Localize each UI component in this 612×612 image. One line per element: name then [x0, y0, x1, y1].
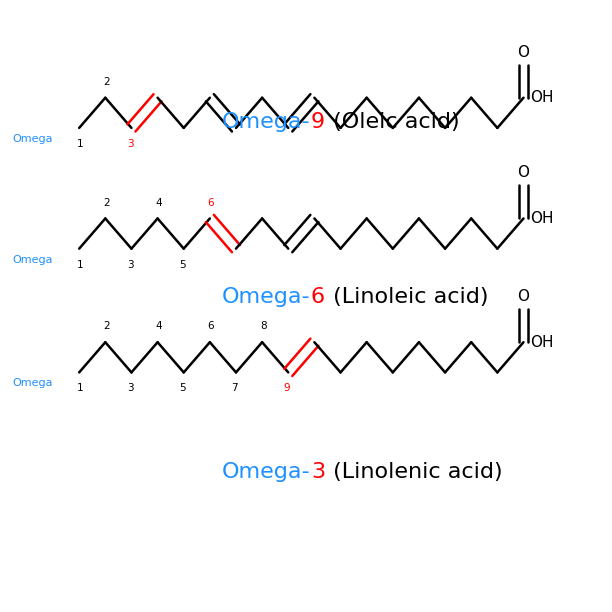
Text: (Linolenic acid): (Linolenic acid)	[326, 462, 502, 482]
Text: 2: 2	[103, 77, 110, 87]
Text: O: O	[518, 45, 529, 60]
Text: 5: 5	[179, 383, 186, 394]
Text: Omega: Omega	[12, 255, 53, 264]
Text: (Oleic acid): (Oleic acid)	[326, 112, 460, 132]
Text: Omega-: Omega-	[222, 112, 311, 132]
Text: 6: 6	[207, 321, 214, 331]
Text: 6: 6	[207, 198, 214, 207]
Text: 2: 2	[103, 198, 110, 207]
Text: 3: 3	[127, 139, 133, 149]
Text: OH: OH	[531, 90, 554, 105]
Text: 3: 3	[311, 462, 325, 482]
Text: 8: 8	[260, 321, 267, 331]
Text: 2: 2	[103, 321, 110, 331]
Text: 4: 4	[155, 198, 162, 207]
Text: Omega-: Omega-	[222, 462, 311, 482]
Text: Omega-: Omega-	[222, 287, 311, 307]
Text: 5: 5	[179, 259, 186, 269]
Text: (Linoleic acid): (Linoleic acid)	[326, 287, 488, 307]
Text: 9: 9	[284, 383, 290, 394]
Text: O: O	[518, 165, 529, 181]
Text: 1: 1	[77, 383, 84, 394]
Text: 7: 7	[231, 383, 238, 394]
Text: 4: 4	[155, 321, 162, 331]
Text: 3: 3	[127, 383, 133, 394]
Text: 9: 9	[311, 112, 325, 132]
Text: 3: 3	[127, 259, 133, 269]
Text: 6: 6	[311, 287, 325, 307]
Text: 1: 1	[77, 139, 84, 149]
Text: OH: OH	[531, 335, 554, 349]
Text: OH: OH	[531, 211, 554, 226]
Text: 1: 1	[77, 259, 84, 269]
Text: Omega: Omega	[12, 134, 53, 144]
Text: Omega: Omega	[12, 378, 53, 389]
Text: O: O	[518, 289, 529, 304]
